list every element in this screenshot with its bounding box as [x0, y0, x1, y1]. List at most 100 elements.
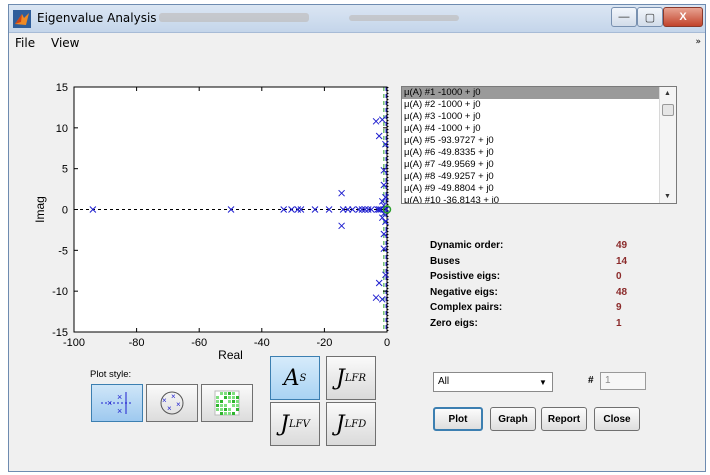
y-tick-label: 0	[62, 205, 68, 217]
grid-style-cell	[216, 408, 219, 411]
eigenvalue-point	[361, 206, 369, 213]
grid-style-cell	[220, 408, 223, 411]
grid-style-cell	[224, 408, 227, 411]
eigenvalue-list-item[interactable]: μ(A) #4 -1000 + j0	[404, 123, 481, 134]
menu-file[interactable]: File	[15, 36, 36, 50]
grid-style-cell	[216, 404, 219, 407]
eigenvalue-point	[372, 117, 380, 125]
y-tick-label: -5	[58, 245, 68, 257]
plot-style-grid-button[interactable]	[201, 384, 253, 422]
close-button[interactable]: Close	[594, 407, 640, 431]
grid-style-cell	[236, 404, 239, 407]
plot-button[interactable]: Plot	[433, 407, 483, 431]
matrix-jlfd-button[interactable]: J LFD	[326, 402, 376, 446]
grid-style-cell	[232, 400, 235, 403]
title-bar[interactable]: Eigenvalue Analysis — ▢ X	[9, 5, 705, 33]
svg-text:×: ×	[117, 406, 122, 416]
chevron-down-icon[interactable]: ▼	[539, 377, 547, 387]
grid-style-cell	[220, 400, 223, 403]
graph-button[interactable]: Graph	[490, 407, 536, 431]
scroll-up-icon[interactable]: ▲	[664, 90, 671, 97]
grid-style-cell	[232, 392, 235, 395]
eigenvalue-point	[380, 181, 388, 189]
scroll-down-icon[interactable]: ▼	[664, 193, 671, 200]
x-tick-label: -60	[191, 337, 207, 349]
eigenvalue-point	[382, 140, 389, 148]
plot-style-scatter-button[interactable]: × × ×	[91, 384, 143, 422]
eigenvalue-point	[325, 206, 333, 213]
number-label: #	[588, 375, 594, 386]
eigenvalue-point	[377, 206, 385, 213]
stat-value: 0	[616, 271, 622, 283]
eigenvalue-point	[375, 132, 383, 140]
eigenvalue-list-item[interactable]: μ(A) #2 -1000 + j0	[404, 99, 481, 110]
stat-label: Complex pairs:	[430, 302, 503, 314]
x-tick-label: -80	[129, 337, 145, 349]
eigenvalue-list-item[interactable]: μ(A) #1 -1000 + j0	[402, 87, 676, 99]
grid-style-cell	[232, 412, 235, 415]
close-window-button[interactable]: X	[663, 7, 703, 27]
menu-bar: File View »	[9, 33, 705, 53]
svg-text:×: ×	[117, 392, 122, 402]
eigenvalue-point	[338, 189, 345, 197]
eigenvalue-point	[89, 206, 97, 213]
eigenvalue-list-item[interactable]: μ(A) #9 -49.8804 + j0	[404, 183, 494, 194]
grid-style-cell	[220, 412, 223, 415]
eigenvalue-point	[364, 206, 372, 213]
menu-view[interactable]: View	[51, 36, 80, 50]
eigenvalue-point	[378, 116, 386, 124]
grid-style-cell	[236, 396, 239, 399]
eigenvalue-list-item[interactable]: μ(A) #5 -93.9727 + j0	[404, 135, 494, 146]
filter-select-value: All	[438, 376, 450, 387]
eigenvalue-point	[311, 206, 319, 213]
circle-style-icon: × × × ×	[160, 391, 184, 415]
stat-label: Zero eigs:	[430, 318, 478, 329]
eigenvalue-point	[294, 206, 302, 213]
eigenvalue-point	[297, 206, 305, 213]
maximize-button[interactable]: ▢	[637, 7, 663, 27]
eigenvalue-list-item[interactable]: μ(A) #3 -1000 + j0	[404, 111, 481, 122]
eigenvalue-list-item[interactable]: μ(A) #10 -36.8143 + j0	[404, 195, 499, 204]
eigenvalue-point	[378, 214, 386, 222]
x-tick-label: -40	[254, 337, 270, 349]
eigenvalue-point	[382, 218, 389, 226]
scroll-thumb[interactable]	[662, 104, 674, 116]
y-tick-label: 5	[62, 164, 68, 176]
eigenvalue-point	[288, 206, 295, 213]
eigenvalue-list[interactable]: μ(A) #1 -1000 + j0 μ(A) #2 -1000 + j0 μ(A)…	[401, 86, 677, 204]
filter-select[interactable]: All ▼	[433, 372, 553, 392]
grid-style-cell	[236, 400, 239, 403]
eigenvalue-point	[382, 193, 389, 201]
eigenvalue-point	[380, 230, 388, 238]
minimize-button[interactable]: —	[611, 7, 637, 27]
x-tick-label: -20	[316, 337, 332, 349]
chevron-double-right-icon[interactable]: »	[695, 37, 701, 47]
grid-style-cell	[224, 404, 227, 407]
matlab-icon	[13, 10, 31, 28]
eigenvalue-list-item[interactable]: μ(A) #8 -49.9257 + j0	[404, 171, 494, 182]
eigenvalue-point	[280, 206, 288, 213]
eigenvalue-point	[378, 295, 386, 303]
eigenvalue-list-item[interactable]: μ(A) #7 -49.9569 + j0	[404, 159, 494, 170]
x-axis-label: Real	[218, 348, 243, 362]
plot-style-circle-button[interactable]: × × × ×	[146, 384, 198, 422]
grid-style-cell	[224, 392, 227, 395]
stat-label: Dynamic order:	[430, 240, 504, 251]
stat-label: Negative eigs:	[430, 286, 498, 298]
matrix-jlfr-button[interactable]: J LFR	[326, 356, 376, 400]
matrix-jlfv-button[interactable]: J LFV	[270, 402, 320, 446]
grid-style-cell	[232, 404, 235, 407]
report-button[interactable]: Report	[541, 407, 587, 431]
number-input[interactable]: 1	[600, 372, 646, 390]
grid-style-cell	[228, 412, 231, 415]
scatter-style-icon: × × ×	[101, 392, 133, 416]
eigenvalue-list-item[interactable]: μ(A) #6 -49.8335 + j0	[404, 147, 494, 158]
blurred-title-overlay	[159, 13, 309, 22]
zero-eigenvalue-point	[382, 205, 392, 214]
eigenvalue-point	[380, 166, 388, 174]
list-scrollbar[interactable]: ▲ ▼	[659, 87, 676, 203]
eigenvalue-point	[380, 210, 388, 217]
y-axis-label: Imag	[33, 196, 47, 223]
stat-value: 48	[616, 286, 628, 298]
